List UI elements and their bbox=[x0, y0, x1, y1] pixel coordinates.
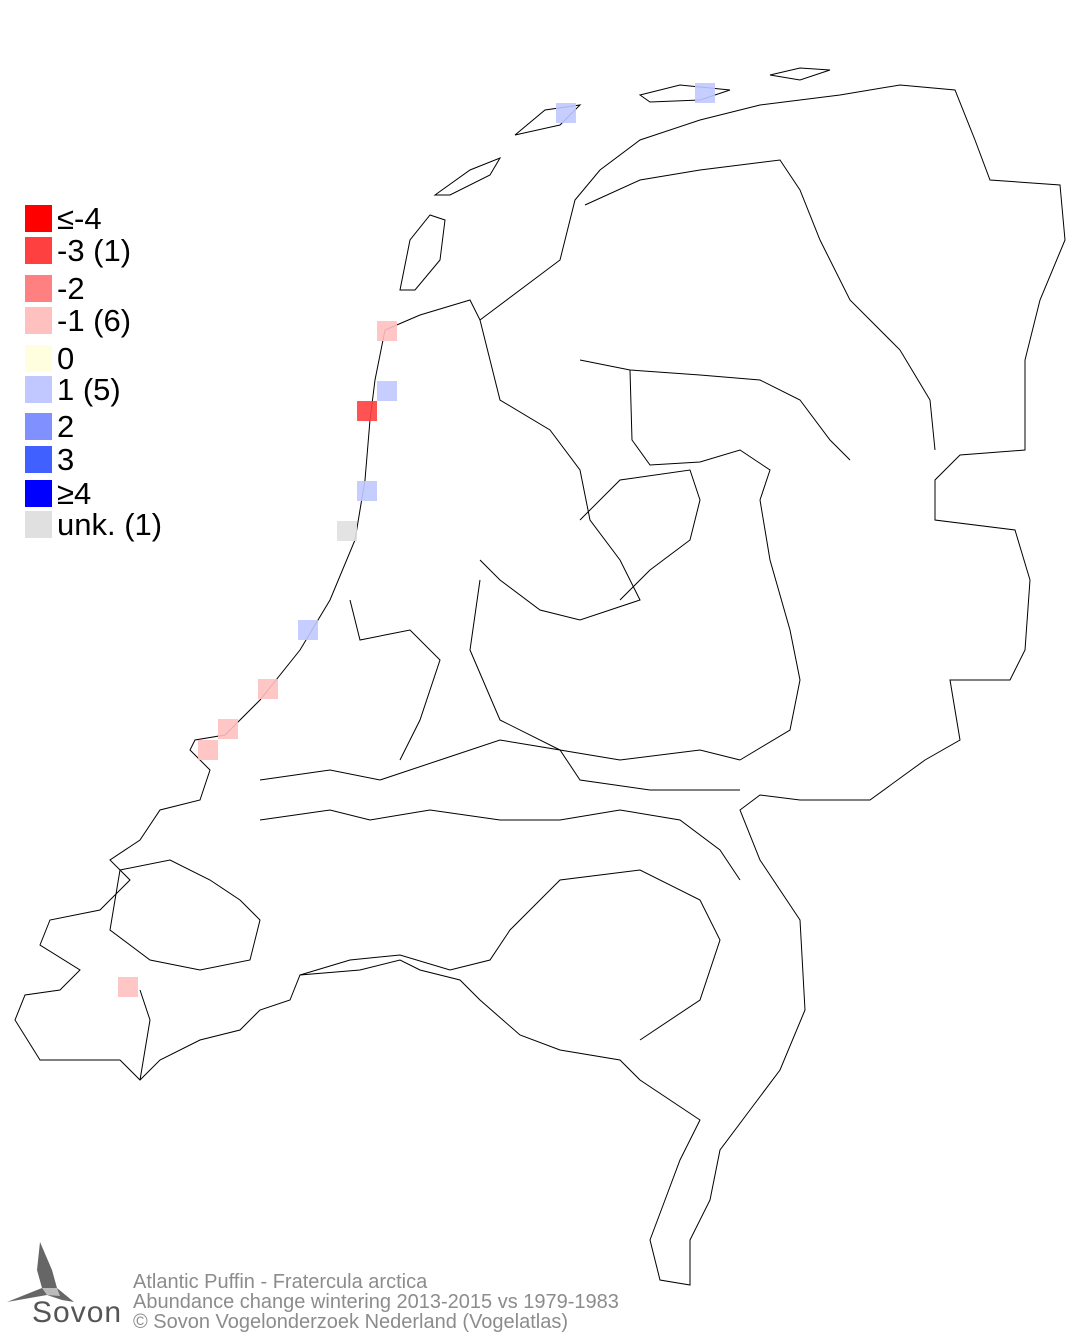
legend-label: 3 bbox=[57, 442, 75, 477]
legend-swatch bbox=[25, 480, 52, 507]
grid-cell bbox=[695, 83, 715, 103]
legend-item: 3 bbox=[25, 442, 75, 477]
grid-cell bbox=[118, 977, 138, 997]
legend-item: 2 bbox=[25, 409, 75, 444]
grid-cell bbox=[377, 321, 397, 341]
legend-label: -2 bbox=[57, 271, 85, 306]
legend-item: ≥4 bbox=[25, 476, 92, 511]
legend-label: -3 (1) bbox=[57, 233, 132, 268]
country-outline bbox=[14, 67, 1066, 1286]
legend-label: ≤-4 bbox=[57, 201, 102, 236]
grid-cell bbox=[298, 620, 318, 640]
grid-cell bbox=[218, 719, 238, 739]
grid-cell bbox=[337, 521, 357, 541]
legend-swatch bbox=[25, 446, 52, 473]
legend-item: 1 (5) bbox=[25, 372, 121, 407]
swallow-icon bbox=[7, 1242, 74, 1302]
map-caption: Atlantic Puffin - Fratercula arctica Abu… bbox=[133, 1272, 619, 1332]
grid-cell bbox=[258, 679, 278, 699]
legend-swatch bbox=[25, 307, 52, 334]
grid-cell bbox=[357, 401, 377, 421]
legend-swatch bbox=[25, 345, 52, 372]
legend-swatch bbox=[25, 275, 52, 302]
grid-cell bbox=[377, 381, 397, 401]
legend-item: -2 bbox=[25, 271, 85, 306]
caption-species: Atlantic Puffin - Fratercula arctica bbox=[133, 1271, 428, 1293]
grid-cell bbox=[556, 103, 576, 123]
caption-description: Abundance change wintering 2013-2015 vs … bbox=[133, 1291, 619, 1313]
legend-swatch bbox=[25, 413, 52, 440]
legend-item: -1 (6) bbox=[25, 303, 132, 338]
legend-label: unk. (1) bbox=[57, 507, 163, 542]
legend-label: ≥4 bbox=[57, 476, 92, 511]
legend-swatch bbox=[25, 205, 52, 232]
sovon-logo bbox=[2, 1240, 122, 1335]
legend-item: -3 (1) bbox=[25, 233, 132, 268]
grid-cell bbox=[198, 740, 218, 760]
legend-label: 0 bbox=[57, 341, 75, 376]
legend-swatch bbox=[25, 511, 52, 538]
legend-item: 0 bbox=[25, 341, 75, 376]
grid-cells bbox=[118, 83, 715, 997]
legend-label: 2 bbox=[57, 409, 75, 444]
legend-swatch bbox=[25, 237, 52, 264]
legend-swatch bbox=[25, 376, 52, 403]
legend-item: unk. (1) bbox=[25, 507, 163, 542]
legend-label: -1 (6) bbox=[57, 303, 132, 338]
logo-text: Sovon bbox=[32, 1296, 123, 1329]
grid-cell bbox=[357, 481, 377, 501]
legend-label: 1 (5) bbox=[57, 372, 121, 407]
caption-copyright: © Sovon Vogelonderzoek Nederland (Vogela… bbox=[133, 1311, 569, 1333]
legend-item: ≤-4 bbox=[25, 201, 102, 236]
